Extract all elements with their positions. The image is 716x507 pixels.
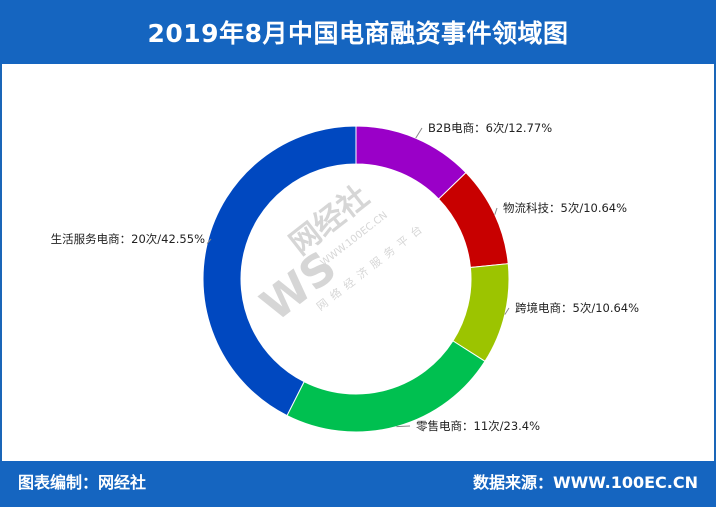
- watermark: WS 网经社 WWW.100EC.CN 网络经济服务平台: [252, 179, 430, 331]
- slice-5[interactable]: [202, 125, 357, 417]
- slice-label-5: 生活服务电商：20次/42.55%: [51, 232, 205, 246]
- footer-source: 数据来源：WWW.100EC.CN: [472, 473, 698, 492]
- slice-label-4: 零售电商：11次/23.4%: [416, 419, 540, 433]
- slice-label-2: 物流科技：5次/10.64%: [503, 201, 627, 215]
- leader-line-4: [396, 425, 411, 428]
- slice-label-1: B2B电商：6次/12.77%: [428, 121, 552, 135]
- leader-line-3: [504, 307, 510, 315]
- watermark-name: 网经社: [283, 179, 375, 262]
- leader-line-5: [206, 238, 212, 244]
- donut-chart: WS 网经社 WWW.100EC.CN 网络经济服务平台 B2B电商：6次/12…: [51, 121, 639, 433]
- footer-credit: 图表编制：网经社: [18, 473, 147, 492]
- donut-slices: [202, 125, 510, 433]
- footer-bar: 图表编制：网经社 数据来源：WWW.100EC.CN: [0, 461, 716, 507]
- slice-label-3: 跨境电商：5次/10.64%: [515, 301, 639, 315]
- leader-line-1: [415, 127, 423, 139]
- slice-labels: B2B电商：6次/12.77% 物流科技：5次/10.64% 跨境电商：5次/10.…: [51, 121, 639, 433]
- chart-title: 2019年8月中国电商融资事件领域图: [147, 19, 569, 48]
- leader-line-2: [494, 207, 498, 215]
- title-bar: 2019年8月中国电商融资事件领域图: [0, 0, 716, 64]
